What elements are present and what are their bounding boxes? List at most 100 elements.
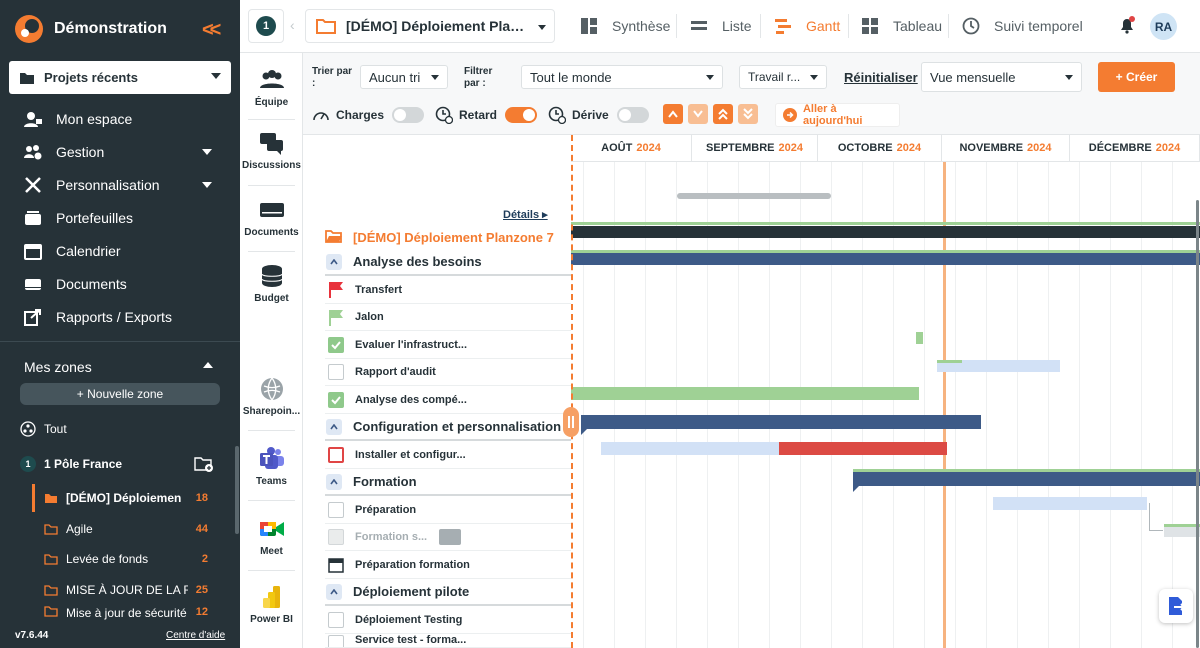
create-button[interactable]: + Créer [1098,62,1175,92]
task-row[interactable]: Préparation formation [325,552,571,579]
task-bar[interactable] [916,332,923,344]
recent-projects-select[interactable]: Projets récents [9,61,231,94]
toggle-retard[interactable]: Retard [435,106,538,124]
export-document-button[interactable] [1159,589,1193,623]
collapse-up-button[interactable] [663,104,683,124]
rail-item-teams[interactable]: Teams [240,446,303,487]
milestone-flag-icon[interactable] [327,309,344,326]
rail-item-sharepoint[interactable]: Sharepoin... [240,376,303,417]
zone-all[interactable]: Tout [0,415,240,443]
calendar-icon[interactable] [327,556,344,573]
sidebar-item-gestion[interactable]: Gestion [0,135,240,168]
filter-people-select[interactable]: Tout le monde [521,65,723,89]
tab-gantt[interactable]: Gantt [774,0,840,52]
derive-switch[interactable] [616,107,649,123]
group-progress-bar[interactable] [853,469,1200,472]
help-center-link[interactable]: Centre d'aide [166,629,226,641]
task-row[interactable]: Préparation [325,497,571,524]
sidebar-item-personnalisation[interactable]: Personnalisation [0,168,240,201]
sidebar-item-rapports[interactable]: Rapports / Exports [0,300,240,333]
tab-synthese[interactable]: Synthèse [580,0,670,52]
late-bar[interactable] [779,442,947,455]
chevron-up-icon[interactable] [203,362,213,368]
gantt-horizontal-scrollbar[interactable] [677,193,831,199]
group-bar[interactable] [853,472,1200,486]
zone-pole-france[interactable]: 1 1 Pôle France [0,450,240,478]
bell-icon[interactable] [1118,16,1136,34]
toggle-charges[interactable]: Charges [312,106,425,124]
avatar[interactable]: RA [1150,13,1177,40]
task-checkbox[interactable] [327,336,344,353]
task-checkbox[interactable] [327,611,344,628]
task-group-row[interactable]: Configuration et personnalisation [325,414,571,441]
task-row[interactable]: Rapport d'audit [325,359,571,386]
tab-liste[interactable]: Liste [690,0,752,52]
task-row[interactable]: Analyse des compé... [325,387,571,414]
view-scale-select[interactable]: Vue mensuelle [921,62,1082,92]
task-row[interactable]: Transfert [325,277,571,304]
zone-project-item[interactable]: Agile 44 [0,515,240,543]
sort-select[interactable]: Aucun tri [360,65,448,89]
split-handle[interactable] [563,407,579,437]
project-select[interactable]: [DÉMO] Déploiement Planzone 7 [305,9,555,43]
task-row[interactable]: Déploiement Testing [325,607,571,634]
expand-down-button[interactable] [688,104,708,124]
rail-item-discussions[interactable]: Discussions [240,130,303,171]
sidebar-item-calendrier[interactable]: Calendrier [0,234,240,267]
task-row[interactable]: Installer et configur... [325,442,571,469]
task-bar[interactable] [571,387,919,400]
collapse-group-icon[interactable] [325,418,342,435]
zone-project-item[interactable]: Mise à jour de sécurité p 12 [0,606,240,620]
reset-link[interactable]: Réinitialiser [844,70,918,85]
task-row[interactable]: Formation s... [325,524,571,551]
task-row[interactable]: Service test - forma... [325,634,571,648]
rail-item-documents[interactable]: Documents [240,197,303,238]
project-number-button[interactable]: 1 [248,9,284,43]
new-zone-button[interactable]: + Nouvelle zone [20,383,220,405]
split-divider[interactable] [571,135,573,648]
task-checkbox[interactable] [327,364,344,381]
collapse-sidebar-icon[interactable]: << [202,19,221,41]
go-to-today-button[interactable]: Aller à aujourd'hui [775,103,900,127]
group-bar[interactable] [581,415,981,429]
details-link[interactable]: Détails ▸ [503,209,548,221]
toggle-derive[interactable]: Dérive [548,106,649,124]
task-group-row[interactable]: Formation [325,469,571,496]
task-bar[interactable] [937,360,1060,372]
group-bar[interactable] [571,253,1200,265]
project-bar[interactable] [571,226,1200,238]
project-root-row[interactable]: [DÉMO] Déploiement Planzone 7 [325,227,554,247]
group-progress-bar[interactable] [571,250,1200,253]
zone-project-item[interactable]: Levée de fonds 2 [0,545,240,573]
rail-item-powerbi[interactable]: Power BI [240,584,303,625]
task-row[interactable]: Jalon [325,304,571,331]
retard-switch[interactable] [505,107,538,123]
expand-all-button[interactable] [738,104,758,124]
task-group-row[interactable]: Déploiement pilote [325,579,571,606]
task-checkbox[interactable] [327,501,344,518]
collapse-group-icon[interactable] [325,473,342,490]
task-checkbox[interactable] [327,446,344,463]
task-progress-bar[interactable] [937,360,962,363]
add-folder-icon[interactable] [194,456,214,472]
brand[interactable]: Démonstration [14,14,167,44]
charges-switch[interactable] [392,107,425,123]
collapse-group-icon[interactable] [325,583,342,600]
work-select[interactable]: Travail r... [739,65,827,89]
sidebar-item-portefeuilles[interactable]: Portefeuilles [0,201,240,234]
task-checkbox[interactable] [327,529,344,546]
sidebar-scrollbar[interactable] [235,446,239,534]
task-row[interactable]: Evaluer l'infrastruct... [325,332,571,359]
gantt-vertical-scrollbar[interactable] [1196,200,1199,648]
sidebar-item-documents[interactable]: Documents [0,267,240,300]
task-bar[interactable] [993,497,1147,510]
task-checkbox[interactable] [327,634,344,647]
tab-tableau[interactable]: Tableau [861,0,942,52]
zone-project-item[interactable]: [DÉMO] Déploiement Pla 18 [32,484,240,512]
rail-item-meet[interactable]: Meet [240,516,303,557]
rail-item-budget[interactable]: Budget [240,263,303,304]
back-chevron-icon[interactable]: ‹ [290,17,295,33]
zone-project-item[interactable]: MISE À JOUR DE LA FAC 25 [0,576,240,604]
sidebar-item-mon-espace[interactable]: Mon espace [0,102,240,135]
project-progress-bar[interactable] [571,222,1200,225]
